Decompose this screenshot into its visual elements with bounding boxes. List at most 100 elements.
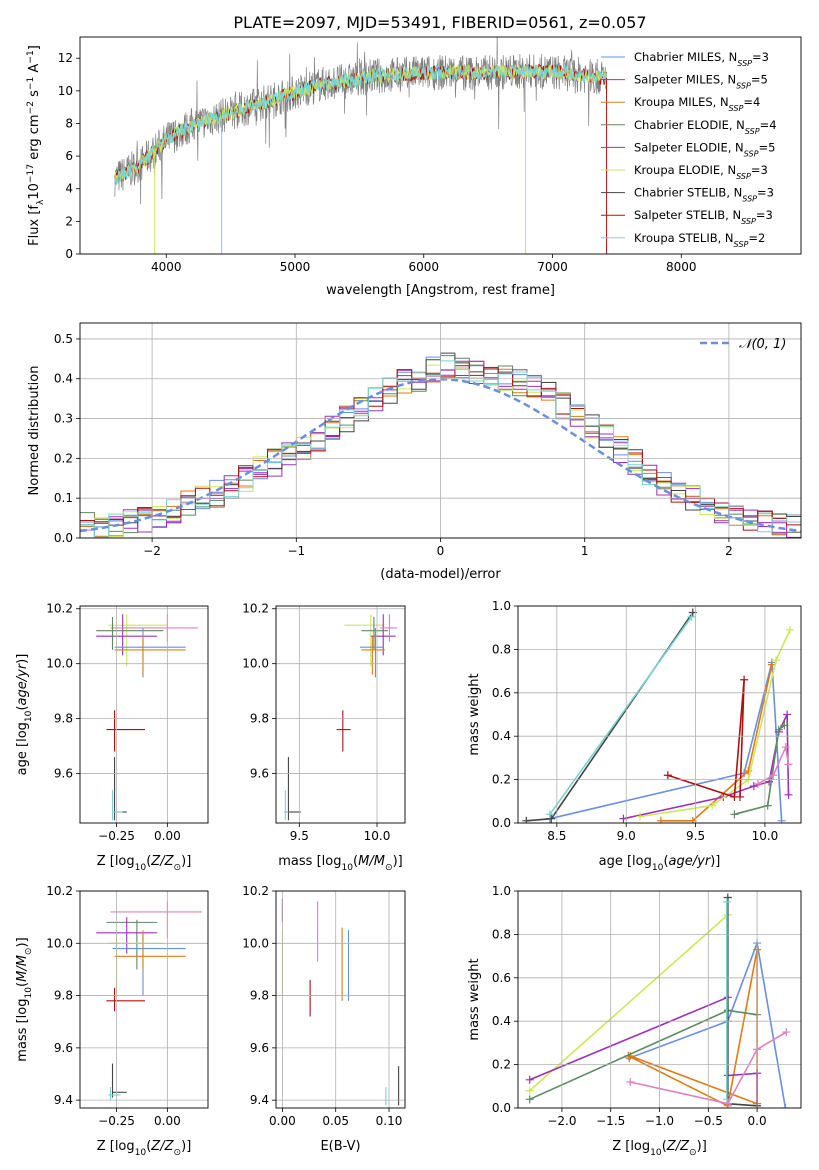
y-tick-label: 0.2 (492, 1058, 511, 1072)
errorbar-point (111, 790, 123, 821)
y-tick-label: 0.8 (492, 642, 511, 656)
y-axis-label: Normed distribution (27, 366, 42, 496)
plus-marker (626, 1077, 635, 1086)
y-tick-label: 0.1 (54, 491, 73, 505)
plus-marker (749, 782, 758, 791)
panel-age_vs_mass: 9.5 10.0 9.6 9.8 10.0 10.2 mass [log10(M/M⊙)] (242, 602, 406, 873)
y-tick-label: 8 (65, 116, 73, 130)
x-tick-label: 10.0 (752, 829, 779, 843)
panel-mass_vs_EBV: 0.00 0.05 0.10 9.4 9.6 9.8 10.0 10.2 E(B-V) (242, 884, 406, 1154)
legend-label: Chabrier STELIB, NSSP=3 (634, 186, 774, 204)
legend-label: Kroupa ELODIE, NSSP=3 (634, 163, 768, 181)
errorbar-point (108, 1087, 121, 1101)
legend-label: Salpeter MILES, NSSP=5 (634, 73, 768, 91)
observed-spectrum (114, 37, 607, 205)
figure-title: PLATE=2097, MJD=53491, FIBERID=0561, z=0… (233, 13, 646, 32)
errorbar-point (370, 614, 396, 656)
y-tick-label: 10.0 (46, 657, 73, 671)
mass-weight-line (667, 679, 745, 799)
errorbar-point (106, 710, 146, 752)
plot-area (114, 37, 608, 254)
plus-marker (780, 721, 789, 730)
y-tick-label: 1.0 (492, 599, 511, 613)
y-tick-label: 0.2 (54, 451, 73, 465)
panel-age_vs_Z: −0.25 0.00 9.6 9.8 10.0 10.2 Z [log10(Z/Z⊙)] ag… (15, 602, 209, 873)
legend-label: Chabrier ELODIE, NSSP=4 (634, 118, 777, 136)
x-tick-label: 4000 (151, 260, 182, 274)
x-tick-label: 1 (581, 544, 589, 558)
errorbar-point (359, 627, 384, 678)
plus-marker (547, 814, 556, 823)
x-tick-label: −2 (143, 544, 161, 558)
plot-area (96, 901, 202, 1101)
y-tick-label: 0.8 (492, 927, 511, 941)
mass-weight-line (526, 612, 694, 822)
y-tick-label: 9.8 (54, 989, 73, 1003)
plus-marker (753, 779, 762, 788)
mass-weight-line (660, 664, 773, 822)
x-tick-label: 8.5 (547, 829, 566, 843)
y-tick-label: 10.0 (46, 936, 73, 950)
x-tick-label: 0.0 (748, 1114, 767, 1128)
errorbar-point (361, 636, 385, 675)
plus-marker (656, 816, 665, 823)
errorbar-point (96, 616, 164, 650)
y-tick-label: 9.6 (250, 767, 269, 781)
legend-label: Salpeter STELIB, NSSP=3 (634, 208, 773, 226)
y-tick-label: 9.6 (54, 1041, 73, 1055)
legend-label: Kroupa MILES, NSSP=4 (634, 95, 760, 113)
plus-marker (708, 801, 717, 810)
errorbar-point (344, 614, 385, 667)
y-axis-label: mass [log10(M/M⊙)] (15, 937, 34, 1061)
mass-weight-line (630, 1031, 787, 1105)
y-tick-label: 0 (65, 247, 73, 261)
errorbar-point (96, 917, 158, 954)
legend-label: 𝒩(0, 1) (739, 337, 786, 352)
plus-marker (781, 1104, 790, 1108)
plus-marker (735, 792, 744, 801)
errorbar-point (283, 790, 289, 821)
plus-marker (722, 897, 731, 906)
plus-marker (723, 893, 732, 902)
y-tick-label: 9.6 (250, 1041, 269, 1055)
y-tick-label: 0.4 (492, 729, 511, 743)
y-tick-label: 10.2 (46, 602, 73, 616)
mass-weight-line (529, 914, 729, 1092)
legend-label: Chabrier MILES, NSSP=3 (634, 50, 769, 68)
x-axis-label: Z [log10(Z/Z⊙)] (97, 854, 192, 873)
panel-residuals: −2 −1 0 1 2 0.0 0.1 0.2 0.3 0.4 0.5 𝒩(0, 1) (data-mo… (27, 322, 802, 582)
plus-marker (723, 1099, 732, 1108)
y-axis-label: age [log10(age/yr)] (15, 654, 34, 776)
x-tick-label: 5000 (280, 260, 311, 274)
plus-marker (774, 725, 783, 734)
plus-marker (525, 1095, 534, 1104)
plus-marker (636, 812, 645, 821)
y-tick-label: 0.4 (54, 372, 73, 386)
x-tick-label: 8000 (666, 260, 697, 274)
x-tick-label: 9.5 (290, 829, 309, 843)
legend-label: Salpeter ELODIE, NSSP=5 (634, 140, 775, 158)
plus-marker (781, 743, 790, 752)
x-tick-label: −0.25 (98, 1114, 135, 1128)
x-tick-label: −2.0 (547, 1114, 576, 1128)
y-tick-label: 0.0 (492, 816, 511, 830)
plot-area (522, 608, 794, 823)
y-tick-label: 10.2 (242, 602, 269, 616)
x-axis-label: age [log10(age/yr)] (599, 854, 721, 873)
plot-area (283, 614, 398, 821)
x-axis-label: (data-model)/error (380, 567, 501, 582)
x-tick-label: 0.00 (154, 829, 181, 843)
errorbar-point (112, 932, 186, 996)
y-tick-label: 9.8 (250, 712, 269, 726)
errorbar-point (285, 757, 301, 821)
plus-marker (782, 1028, 791, 1037)
plus-marker (777, 816, 786, 823)
panel-massweight_vs_age: 8.5 9.0 9.5 10.0 0.0 0.2 0.4 0.6 0.8 1.0 age [log1… (467, 599, 802, 873)
axes-frame (79, 605, 209, 824)
errorbar-point (106, 987, 146, 1012)
x-tick-label: 2 (725, 544, 733, 558)
mass-weight-line (623, 714, 790, 820)
y-tick-label: 9.8 (250, 989, 269, 1003)
y-tick-label: 9.4 (250, 1093, 269, 1107)
